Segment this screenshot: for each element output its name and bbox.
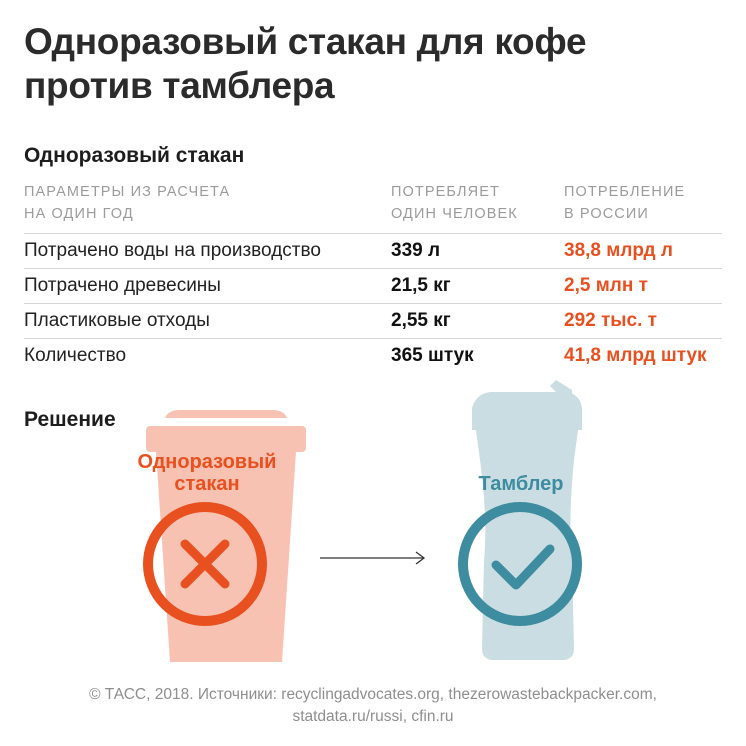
tumbler-label: Тамблер: [478, 473, 563, 495]
cup-label-line-1: Одноразовый: [138, 451, 277, 473]
table-row: Потрачено древесины 21,5 кг 2,5 млн т: [24, 268, 722, 303]
cross-icon: [143, 502, 267, 626]
column-header-russia: ПОТРЕБЛЕНИЕ В РОССИИ: [564, 184, 686, 222]
column-header-person: ПОТРЕБЛЯЕТ ОДИН ЧЕЛОВЕК: [391, 184, 518, 222]
arrow-right-icon: [320, 551, 426, 565]
row-person-value: 21,5 кг: [391, 275, 451, 296]
solution-heading: Решение: [24, 408, 116, 431]
title-line-1: Одноразовый стакан для кофе: [24, 21, 587, 62]
row-russia-value: 292 тыс. т: [564, 310, 657, 331]
footer-sources: © ТАСС, 2018. Источники: recyclingadvoca…: [89, 686, 657, 725]
row-param: Потрачено воды на производство: [24, 240, 321, 261]
row-param: Потрачено древесины: [24, 275, 221, 296]
table-row: Пластиковые отходы 2,55 кг 292 тыс. т: [24, 303, 722, 338]
row-person-value: 365 штук: [391, 345, 474, 366]
tumbler-icon: [472, 380, 582, 660]
cup-label-line-2: стакан: [174, 473, 239, 495]
title-line-2: против тамблера: [24, 65, 335, 106]
table-row: Количество 365 штук 41,8 млрд штук: [24, 338, 722, 373]
row-param: Пластиковые отходы: [24, 310, 210, 331]
row-russia-value: 41,8 млрд штук: [564, 345, 707, 366]
column-header-param: ПАРАМЕТРЫ ИЗ РАСЧЕТА НА ОДИН ГОД: [24, 184, 231, 222]
row-person-value: 339 л: [391, 240, 441, 261]
row-russia-value: 2,5 млн т: [564, 275, 648, 296]
disposable-cup-icon: [146, 410, 306, 662]
row-person-value: 2,55 кг: [391, 310, 451, 331]
page-title: Одноразовый стакан для кофе против тамбл…: [24, 20, 724, 108]
section-title: Одноразовый стакан: [24, 144, 245, 167]
row-param: Количество: [24, 345, 127, 366]
checkmark-icon: [458, 502, 582, 626]
data-table: Потрачено воды на производство 339 л 38,…: [24, 233, 722, 373]
row-russia-value: 38,8 млрд л: [564, 240, 673, 261]
table-row: Потрачено воды на производство 339 л 38,…: [24, 233, 722, 268]
